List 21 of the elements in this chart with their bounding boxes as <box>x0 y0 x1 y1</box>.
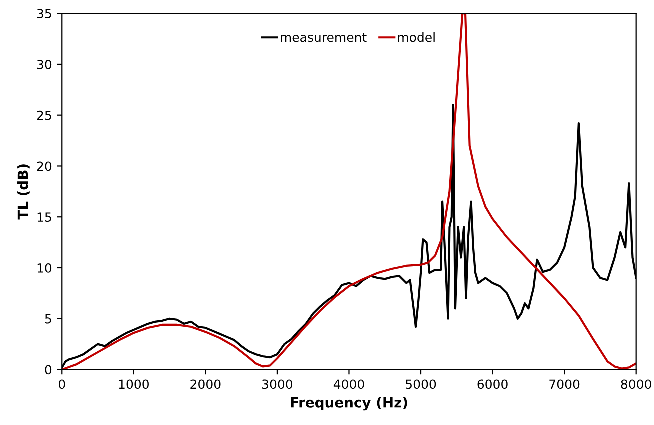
x-axis-title: Frequency (Hz) <box>291 397 408 411</box>
x-tick-label: 7000 <box>550 380 580 390</box>
x-tick-label: 5000 <box>406 380 436 390</box>
legend-label: model <box>398 32 435 42</box>
y-tick-label: 30 <box>37 60 52 70</box>
y-tick-label: 25 <box>37 110 52 120</box>
y-tick-label: 15 <box>38 212 52 222</box>
y-tick-label: 35 <box>37 9 52 19</box>
y-axis-title: TL (dB) <box>18 164 30 220</box>
x-tick-label: 0 <box>58 380 66 390</box>
x-tick-label: 4000 <box>334 380 364 390</box>
y-tick-label: 20 <box>37 162 52 172</box>
x-tick-label: 2000 <box>190 380 221 390</box>
legend-label: measurement <box>281 33 367 42</box>
y-tick-label: 0 <box>45 365 52 375</box>
x-tick-label: 3000 <box>262 380 293 390</box>
y-tick-label: 10 <box>38 263 52 273</box>
x-tick-label: 6000 <box>478 380 508 390</box>
x-tick-label: 1000 <box>119 380 149 390</box>
y-tick-label: 5 <box>45 314 52 324</box>
x-tick-label: 8000 <box>621 380 652 390</box>
